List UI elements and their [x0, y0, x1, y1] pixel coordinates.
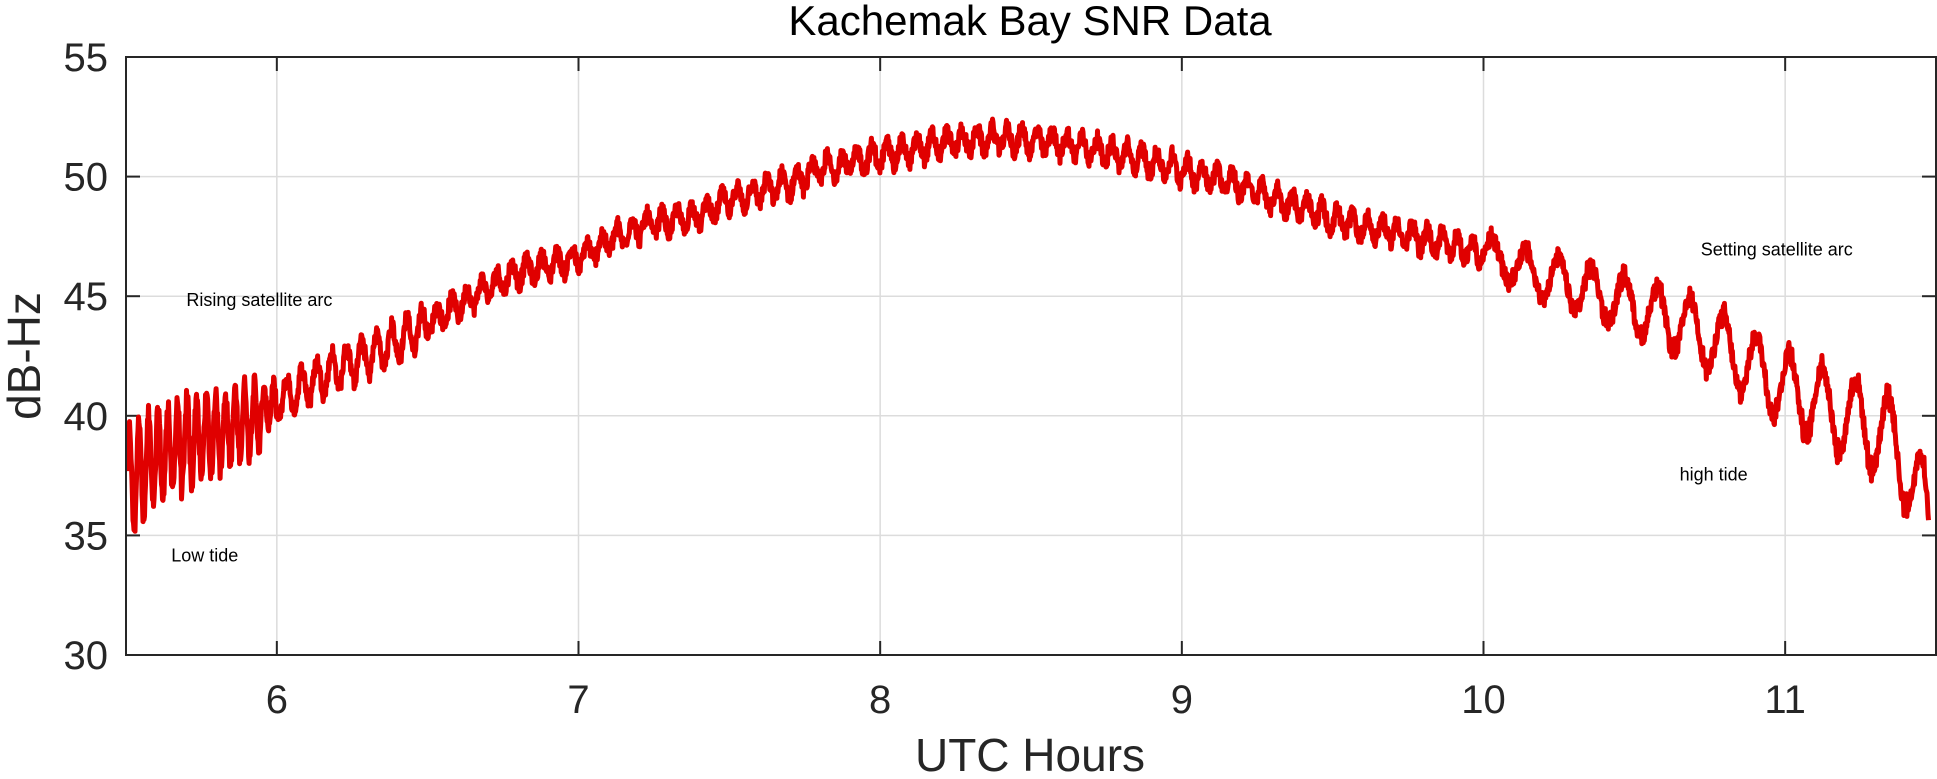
- x-tick-label: 11: [1764, 678, 1806, 722]
- annotations: Rising satellite arc Low tide Setting sate…: [171, 240, 1853, 566]
- snr-series-line: [126, 116, 1931, 534]
- y-axis-label: dB-Hz: [0, 292, 50, 420]
- x-axis-label: UTC Hours: [915, 729, 1145, 779]
- y-tick-label: 55: [64, 36, 109, 80]
- y-tick-label: 50: [64, 156, 109, 200]
- x-tick-label: 6: [266, 678, 288, 722]
- y-tick-label: 35: [64, 514, 109, 558]
- chart-annotation: Low tide: [171, 546, 238, 566]
- x-tick-label: 10: [1461, 678, 1506, 722]
- x-tick-label: 8: [869, 678, 891, 722]
- x-tick-label: 7: [567, 678, 589, 722]
- series-layer: [126, 116, 1931, 534]
- y-tick-label: 40: [64, 395, 109, 439]
- chart-title: Kachemak Bay SNR Data: [788, 0, 1272, 44]
- chart-annotation: Setting satellite arc: [1701, 240, 1853, 260]
- y-tick-label: 30: [64, 634, 109, 678]
- y-tick-label: 45: [64, 275, 109, 319]
- plot-frame: [125, 56, 1937, 656]
- x-tick-label: 9: [1171, 678, 1193, 722]
- ticks: 6 7 8 9 10 11 30 35 40 45 50 55: [64, 36, 1936, 722]
- chart-annotation: high tide: [1680, 464, 1748, 484]
- chart-annotation: Rising satellite arc: [186, 290, 332, 310]
